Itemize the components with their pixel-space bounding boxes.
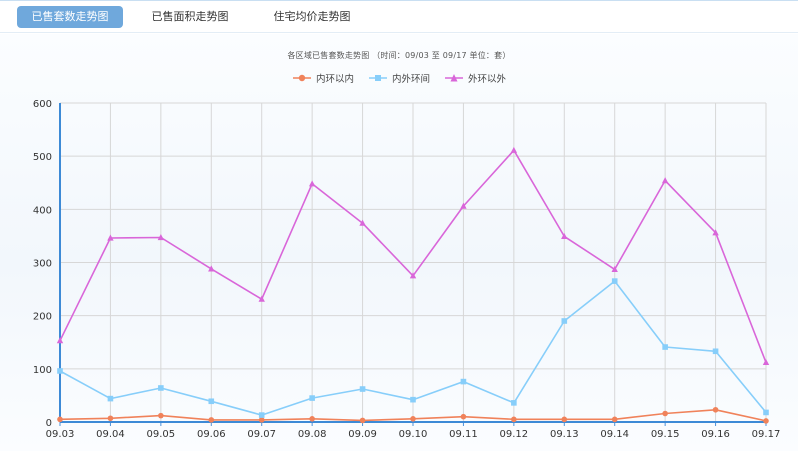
legend-swatch-marker bbox=[450, 74, 458, 82]
data-point-series-2 bbox=[107, 395, 114, 402]
data-point-series-2 bbox=[410, 396, 416, 403]
tab-label: 已售套数走势图 bbox=[31, 10, 109, 23]
x-tick-label: 09.13 bbox=[550, 429, 579, 440]
data-point-series-2 bbox=[712, 348, 719, 355]
y-tick-label: 100 bbox=[33, 365, 52, 376]
legend-swatch bbox=[292, 74, 311, 82]
tab-avg-price-trend[interactable]: 住宅均价走势图 bbox=[262, 6, 362, 28]
data-point-series-3 bbox=[359, 219, 366, 226]
y-tick-label: 400 bbox=[33, 205, 52, 216]
data-point-series-3 bbox=[510, 146, 518, 153]
tab-sold-units-trend[interactable]: 已售套数走势图 bbox=[17, 6, 123, 28]
data-point-series-2 bbox=[359, 386, 366, 392]
data-point-series-1 bbox=[460, 413, 467, 420]
data-point-series-2 bbox=[460, 378, 467, 385]
data-point-series-2 bbox=[158, 385, 164, 391]
data-point-series-3 bbox=[107, 234, 114, 241]
data-point-series-1 bbox=[359, 417, 366, 424]
x-tick-label: 09.08 bbox=[298, 429, 327, 440]
chart-legend: 内环以内 内外环间 外环以外 bbox=[0, 71, 798, 86]
data-point-series-3 bbox=[460, 202, 467, 209]
data-point-series-1 bbox=[158, 412, 164, 419]
x-tick-label: 09.05 bbox=[147, 429, 176, 440]
x-tick-label: 09.15 bbox=[651, 429, 680, 440]
data-point-series-1 bbox=[511, 416, 517, 423]
data-point-series-1 bbox=[107, 415, 114, 422]
legend-label: 外环以外 bbox=[468, 74, 507, 85]
x-tick-label: 09.10 bbox=[399, 429, 428, 440]
data-point-series-1 bbox=[712, 406, 719, 413]
tab-bar: 已售套数走势图 已售面积走势图 住宅均价走势图 bbox=[0, 0, 798, 33]
data-point-series-2 bbox=[511, 400, 517, 406]
data-point-series-3 bbox=[258, 295, 265, 302]
legend-item[interactable]: 外环以外 bbox=[444, 71, 506, 85]
data-point-series-2 bbox=[662, 344, 668, 350]
data-point-series-2 bbox=[763, 409, 769, 416]
legend-swatch bbox=[368, 75, 387, 81]
tab-label: 已售面积走势图 bbox=[151, 10, 229, 23]
data-point-series-1 bbox=[57, 416, 63, 423]
data-point-series-2 bbox=[309, 395, 315, 401]
x-tick-label: 09.03 bbox=[46, 429, 75, 440]
data-point-series-2 bbox=[57, 368, 63, 374]
x-tick-label: 09.06 bbox=[197, 429, 226, 440]
chart-title: 各区域已售套数走势图 （时间：09/03 至 09/17 单位：套） bbox=[287, 51, 511, 60]
data-point-series-1 bbox=[309, 416, 315, 422]
data-point-series-3 bbox=[561, 232, 568, 240]
data-point-series-3 bbox=[762, 358, 770, 366]
x-tick-label: 09.12 bbox=[500, 429, 529, 440]
y-tick-label: 600 bbox=[33, 99, 52, 110]
data-point-series-3 bbox=[308, 180, 316, 187]
data-point-series-1 bbox=[208, 417, 215, 423]
x-tick-label: 09.04 bbox=[96, 429, 125, 440]
data-point-series-2 bbox=[208, 398, 215, 405]
x-tick-label: 09.17 bbox=[752, 429, 781, 440]
legend-swatch-marker bbox=[298, 74, 306, 82]
legend-label: 内环以内 bbox=[315, 74, 354, 85]
data-point-series-3 bbox=[157, 234, 165, 241]
y-tick-label: 0 bbox=[46, 418, 52, 429]
x-tick-label: 09.07 bbox=[247, 429, 276, 440]
data-point-series-3 bbox=[661, 177, 669, 184]
legend-item[interactable]: 内外环间 bbox=[368, 71, 430, 85]
tab-sold-area-trend[interactable]: 已售面积走势图 bbox=[140, 6, 240, 28]
data-point-series-2 bbox=[561, 318, 568, 324]
tab-label: 住宅均价走势图 bbox=[273, 10, 351, 23]
data-point-series-1 bbox=[258, 417, 265, 423]
data-point-series-3 bbox=[409, 272, 417, 279]
x-tick-label: 09.14 bbox=[600, 429, 629, 440]
y-tick-label: 200 bbox=[33, 312, 52, 323]
legend-item[interactable]: 内环以内 bbox=[292, 71, 354, 85]
x-tick-label: 09.09 bbox=[348, 429, 377, 440]
data-point-series-1 bbox=[561, 416, 568, 423]
data-point-series-1 bbox=[662, 410, 668, 417]
data-point-series-3 bbox=[712, 229, 719, 236]
data-point-series-1 bbox=[763, 418, 769, 424]
legend-swatch bbox=[445, 74, 463, 82]
y-tick-label: 300 bbox=[33, 259, 52, 270]
data-point-series-2 bbox=[611, 278, 618, 284]
data-point-series-3 bbox=[208, 265, 215, 272]
data-point-series-1 bbox=[410, 416, 416, 422]
data-point-series-2 bbox=[258, 412, 265, 418]
x-tick-label: 09.16 bbox=[701, 429, 730, 440]
x-tick-label: 09.11 bbox=[449, 429, 478, 440]
y-tick-label: 500 bbox=[33, 152, 52, 163]
data-point-series-3 bbox=[611, 265, 618, 273]
legend-swatch-marker bbox=[374, 75, 381, 81]
legend-label: 内外环间 bbox=[391, 74, 430, 85]
data-point-series-3 bbox=[56, 337, 64, 344]
data-point-series-1 bbox=[611, 416, 618, 423]
